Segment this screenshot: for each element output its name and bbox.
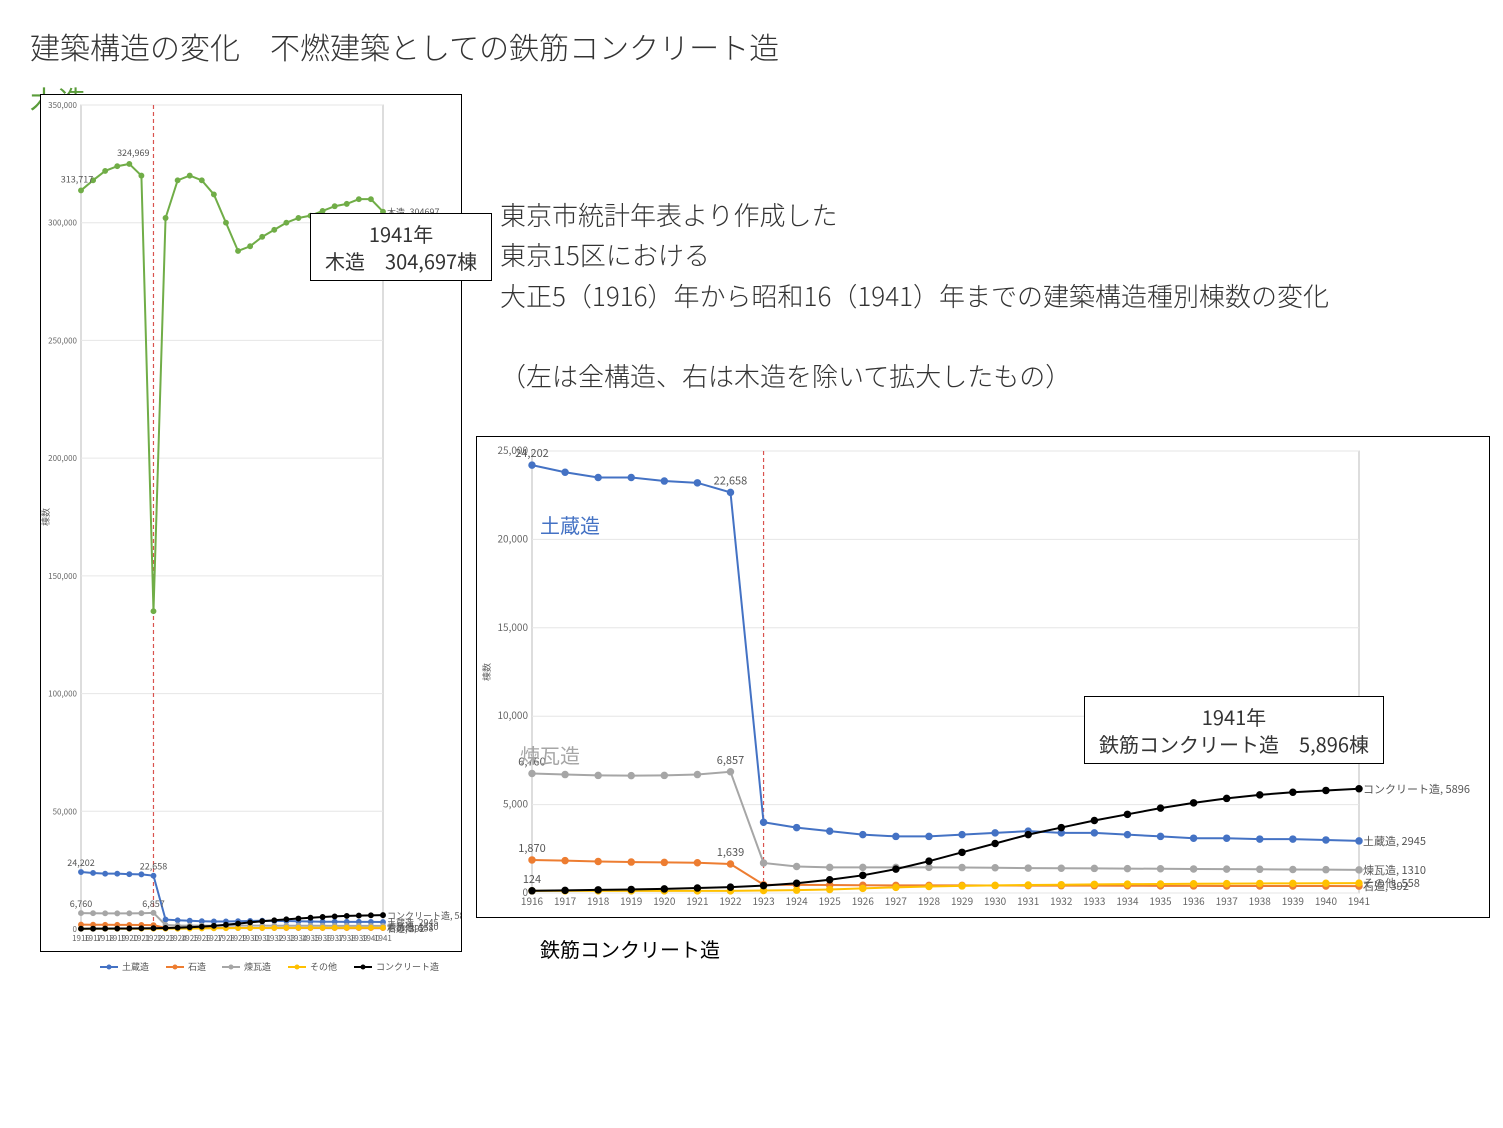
- svg-text:1,870: 1,870: [518, 840, 545, 856]
- svg-text:300,000: 300,000: [48, 218, 77, 229]
- svg-text:50,000: 50,000: [53, 806, 78, 817]
- svg-text:1931: 1931: [1017, 893, 1039, 908]
- svg-text:1916: 1916: [521, 893, 544, 908]
- svg-text:土蔵造: 土蔵造: [122, 960, 149, 973]
- svg-text:1932: 1932: [1050, 893, 1073, 908]
- svg-text:1933: 1933: [1083, 893, 1105, 908]
- description-text: 東京市統計年表より作成した東京15区における大正5（1916）年から昭和16（1…: [500, 195, 1480, 396]
- callout-wood-1941: 1941年木造 304,697棟: [310, 213, 492, 281]
- svg-text:コンクリート造, 5896: コンクリート造, 5896: [1363, 781, 1470, 797]
- svg-text:1929: 1929: [951, 893, 973, 908]
- annot-renga: 煉瓦造: [520, 740, 580, 769]
- svg-text:1925: 1925: [819, 893, 842, 908]
- svg-text:1,639: 1,639: [717, 844, 744, 860]
- svg-text:1935: 1935: [1149, 893, 1172, 908]
- svg-text:1941: 1941: [1348, 893, 1370, 908]
- svg-text:6,857: 6,857: [717, 752, 744, 768]
- svg-text:15,000: 15,000: [497, 619, 528, 634]
- chart-excl-wood: 05,00010,00015,00020,00025,0001916191719…: [476, 436, 1490, 918]
- svg-text:棟数: 棟数: [480, 663, 493, 681]
- chart-left-legend: 土蔵造石造煉瓦造その他コンクリート造木造: [40, 952, 460, 982]
- svg-text:100,000: 100,000: [48, 689, 77, 700]
- svg-text:1917: 1917: [554, 893, 577, 908]
- svg-text:その他: その他: [310, 960, 337, 973]
- svg-text:石造: 石造: [188, 960, 206, 973]
- svg-text:150,000: 150,000: [48, 571, 77, 582]
- svg-text:1921: 1921: [686, 893, 708, 908]
- svg-text:20,000: 20,000: [497, 530, 528, 545]
- svg-text:1936: 1936: [1182, 893, 1205, 908]
- svg-text:10,000: 10,000: [497, 707, 528, 722]
- svg-text:石造, 392: 石造, 392: [1363, 878, 1409, 894]
- svg-text:1923: 1923: [752, 893, 774, 908]
- svg-text:324,969: 324,969: [117, 146, 149, 159]
- svg-text:5,000: 5,000: [503, 796, 528, 811]
- svg-text:1938: 1938: [1249, 893, 1272, 908]
- svg-text:200,000: 200,000: [48, 453, 77, 464]
- svg-text:350,000: 350,000: [48, 100, 77, 111]
- svg-text:6,760: 6,760: [70, 897, 92, 910]
- svg-text:1918: 1918: [587, 893, 610, 908]
- svg-text:1937: 1937: [1216, 893, 1239, 908]
- svg-text:24,202: 24,202: [515, 445, 549, 461]
- svg-text:6,857: 6,857: [142, 897, 164, 910]
- svg-text:1919: 1919: [620, 893, 642, 908]
- svg-text:1920: 1920: [653, 893, 676, 908]
- svg-text:250,000: 250,000: [48, 335, 77, 346]
- svg-text:1940: 1940: [1315, 893, 1338, 908]
- svg-text:土蔵造, 2945: 土蔵造, 2945: [1363, 833, 1426, 849]
- slide-title: 建築構造の変化 不燃建築としての鉄筋コンクリート造: [30, 24, 779, 68]
- svg-text:313,717: 313,717: [61, 172, 93, 185]
- svg-text:1924: 1924: [786, 893, 809, 908]
- svg-text:1939: 1939: [1282, 893, 1304, 908]
- annot-dozo: 土蔵造: [540, 510, 600, 539]
- svg-text:1930: 1930: [984, 893, 1007, 908]
- annot-rc: 鉄筋コンクリート造: [540, 934, 720, 963]
- callout-rc-1941: 1941年鉄筋コンクリート造 5,896棟: [1084, 696, 1384, 764]
- svg-text:1922: 1922: [719, 893, 742, 908]
- svg-text:1926: 1926: [852, 893, 875, 908]
- svg-text:124: 124: [523, 871, 541, 887]
- svg-text:22,658: 22,658: [714, 472, 748, 488]
- svg-text:22,658: 22,658: [140, 860, 167, 873]
- svg-text:煉瓦造: 煉瓦造: [244, 960, 271, 973]
- svg-text:棟数: 棟数: [41, 508, 52, 526]
- svg-text:1934: 1934: [1116, 893, 1139, 908]
- svg-text:1927: 1927: [885, 893, 908, 908]
- svg-text:1928: 1928: [918, 893, 941, 908]
- svg-text:24,202: 24,202: [67, 856, 94, 869]
- svg-text:石造, 392: 石造, 392: [387, 922, 425, 935]
- svg-text:コンクリート造: コンクリート造: [376, 960, 439, 973]
